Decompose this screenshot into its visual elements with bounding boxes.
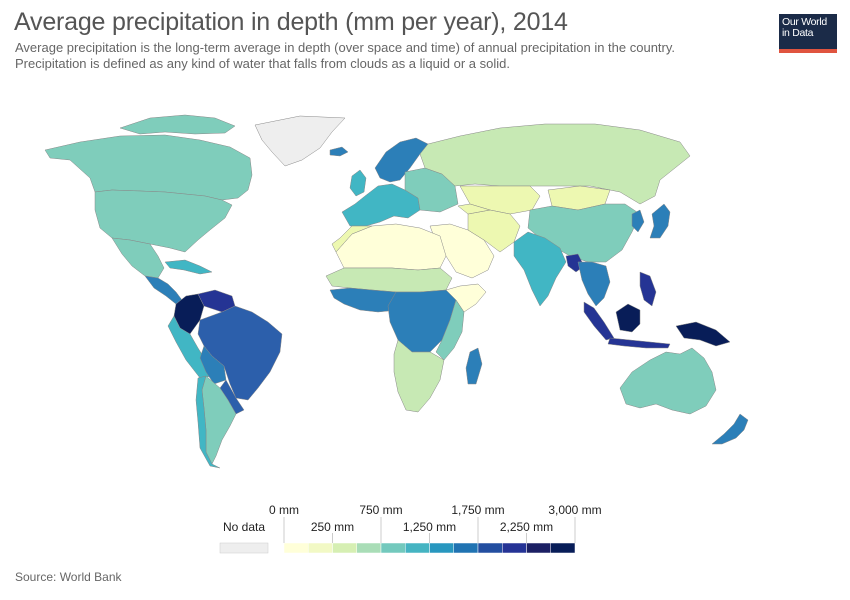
map-region-chile[interactable] (195, 375, 221, 469)
legend-no-data-label: No data (222, 520, 266, 534)
legend-bin-8[interactable] (477, 542, 503, 554)
legend-swatches (219, 517, 576, 554)
map-region-central-america[interactable] (144, 275, 183, 305)
map-region-philippines[interactable] (639, 271, 657, 307)
legend-lower-label: 250 mm (310, 520, 355, 534)
logo-line-1: Our World (782, 16, 827, 28)
map-region-malaysia[interactable] (583, 301, 615, 341)
legend-bin-7[interactable] (453, 542, 479, 554)
map-region-russia[interactable] (419, 123, 691, 205)
legend-upper-label: 0 mm (269, 503, 299, 517)
map-region-british-isles[interactable] (349, 169, 367, 197)
map-region-canada[interactable] (44, 134, 253, 201)
legend-bin-0[interactable] (283, 542, 309, 554)
subtitle-line-1: Average precipitation is the long-term a… (15, 40, 676, 55)
map-region-new-zealand[interactable] (711, 413, 749, 445)
map-region-caribbean[interactable] (164, 259, 213, 275)
legend-no-data-swatch[interactable] (219, 542, 269, 554)
color-legend: 0 mm 750 mm 1,750 mm 3,000 mm 250 mm 1,250 m… (0, 495, 850, 565)
subtitle-line-2: Precipitation is defined as any kind of … (15, 56, 510, 71)
legend-bin-10[interactable] (526, 542, 551, 554)
legend-bin-9[interactable] (502, 542, 527, 554)
legend-bin-3[interactable] (356, 542, 382, 554)
map-region-canada-islands[interactable] (119, 114, 236, 135)
map-region-maghreb[interactable] (331, 225, 373, 253)
map-region-central-africa[interactable] (387, 289, 457, 353)
map-region-mexico[interactable] (111, 237, 165, 279)
our-world-in-data-logo[interactable]: Our World in Data (779, 14, 837, 53)
legend-upper-label: 3,000 mm (548, 503, 602, 517)
legend-bin-2[interactable] (332, 542, 357, 554)
map-region-indonesia[interactable] (607, 337, 671, 349)
map-region-japan[interactable] (649, 203, 671, 239)
logo-line-2: in Data (782, 27, 814, 39)
map-region-madagascar[interactable] (465, 347, 483, 385)
legend-lower-label: 2,250 mm (499, 520, 554, 534)
map-region-southeast-asia[interactable] (577, 261, 611, 307)
legend-bin-4[interactable] (380, 542, 406, 554)
map-region-borneo[interactable] (615, 303, 641, 333)
map-region-india[interactable] (513, 231, 567, 307)
map-region-papua[interactable] (675, 321, 731, 347)
legend-bin-1[interactable] (308, 542, 333, 554)
chart-subtitle: Average precipitation is the long-term a… (15, 40, 755, 72)
map-region-korea[interactable] (631, 209, 645, 233)
chart-title: Average precipitation in depth (mm per y… (14, 8, 568, 36)
map-region-iceland[interactable] (329, 146, 349, 157)
source-note: Source: World Bank (15, 570, 122, 584)
legend-upper-label: 750 mm (359, 503, 403, 517)
map-region-greenland[interactable] (254, 115, 346, 167)
legend-bin-11[interactable] (550, 542, 576, 554)
map-region-southern-africa[interactable] (393, 339, 445, 413)
legend-lower-label: 1,250 mm (402, 520, 457, 534)
legend-upper-label: 1,750 mm (451, 503, 505, 517)
legend-bin-5[interactable] (405, 542, 430, 554)
logo-accent-bar (779, 49, 837, 53)
legend-bin-6[interactable] (429, 542, 454, 554)
map-region-central-asia[interactable] (457, 203, 491, 215)
world-map (44, 114, 749, 469)
map-region-bolivia[interactable] (199, 345, 227, 385)
map-region-australia[interactable] (619, 347, 717, 415)
